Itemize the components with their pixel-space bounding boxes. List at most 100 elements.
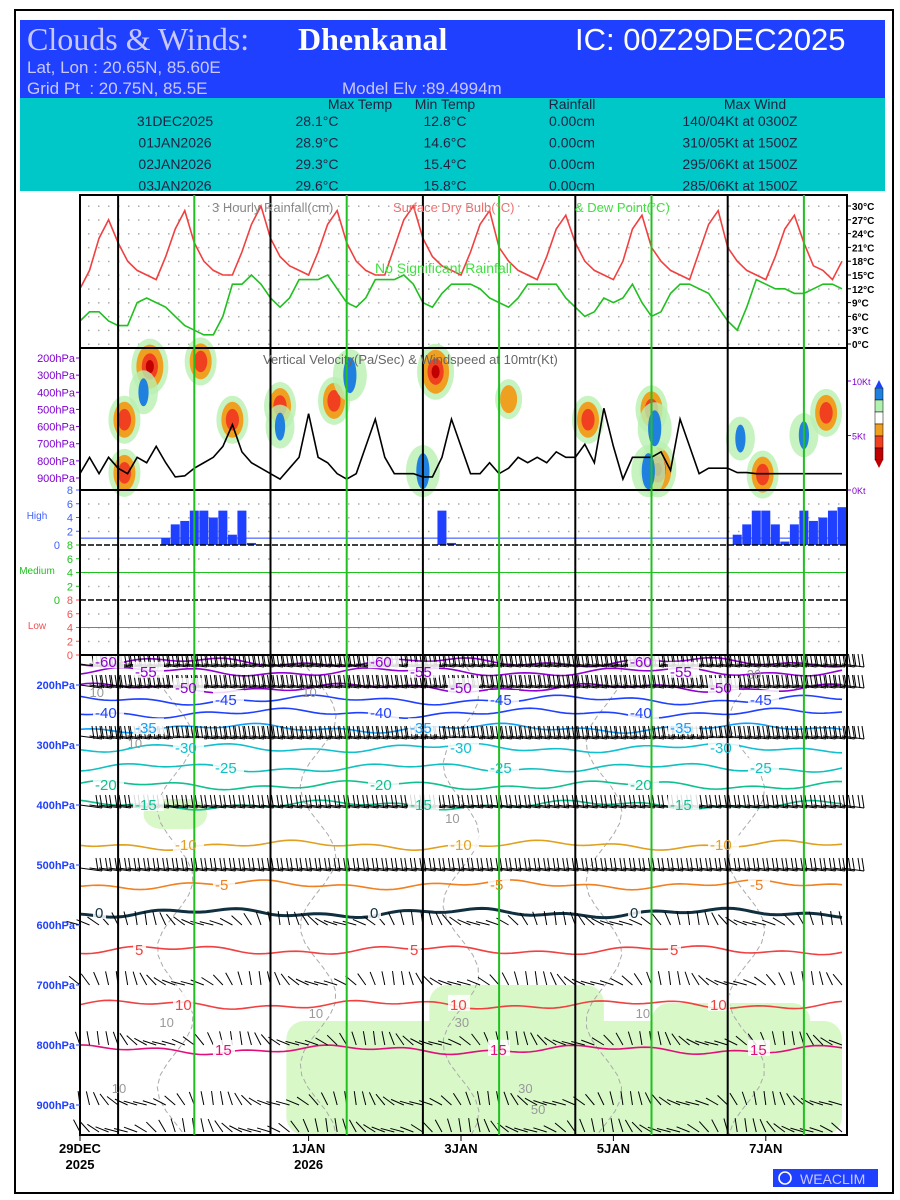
grid-dot (798, 302, 800, 304)
wind-barb (773, 1123, 786, 1133)
grid-dot (388, 343, 390, 345)
grid-dot (388, 503, 390, 505)
wind-barb (752, 1118, 757, 1133)
wind-barb (296, 1096, 309, 1106)
wind-barb (466, 920, 481, 926)
grid-dot (658, 558, 660, 560)
grid-dot (528, 517, 530, 519)
label-bg (448, 835, 479, 852)
grid-dot (108, 585, 110, 588)
rh-contour (299, 666, 337, 1136)
grid-dot (828, 640, 830, 643)
grid-dot (378, 558, 380, 560)
grid-dot (738, 219, 740, 221)
grid-dot (218, 288, 220, 290)
label-bg (708, 678, 739, 694)
grid-dot (358, 233, 360, 235)
grid-dot (108, 205, 110, 207)
grid-dot (568, 315, 570, 318)
grid-dot (578, 315, 580, 318)
grid-dot (198, 558, 200, 560)
grid-dot (288, 315, 290, 318)
grid-dot (328, 558, 330, 560)
grid-dot (298, 517, 300, 519)
wind-barb (618, 920, 633, 926)
wind-barb (664, 912, 672, 926)
grid-dot (548, 274, 550, 276)
grid-dot (618, 205, 620, 207)
grid-dot (178, 517, 180, 519)
grid-dot (568, 302, 570, 304)
wind-barb (523, 1031, 529, 1046)
grid-dot (188, 219, 190, 221)
wind-barb (247, 1128, 262, 1133)
grid-dot (278, 233, 280, 235)
grid-dot (318, 219, 320, 221)
wind-barb (563, 976, 576, 986)
grid-dot (148, 503, 150, 505)
weaclim-badge[interactable]: WEACLIM (773, 1169, 878, 1187)
grid-dot (728, 343, 730, 345)
grid-dot (368, 302, 370, 304)
grid-dot (568, 613, 570, 615)
grid-dot (528, 315, 530, 318)
label-bg (93, 775, 124, 792)
wind-barb (629, 918, 643, 926)
grid-dot (278, 343, 280, 345)
wind-barb (475, 921, 490, 926)
grid-dot (658, 246, 660, 249)
grid-dot (448, 613, 450, 615)
grid-dot (178, 219, 180, 221)
grid-dot (708, 329, 710, 332)
cloud-layer-label: Low (28, 621, 47, 632)
grid-dot (648, 315, 650, 318)
grid-dot (608, 288, 610, 290)
grid-dot (278, 517, 280, 519)
grid-dot (768, 640, 770, 643)
wind-barb (580, 980, 595, 986)
grid-dot (348, 315, 350, 318)
grid-dot (188, 343, 190, 345)
wind-barb (402, 1035, 414, 1046)
grid-dot (98, 585, 100, 588)
grid-dot (528, 219, 530, 221)
grid-dot (478, 503, 480, 505)
grid-dot (378, 343, 380, 345)
wind-barb (553, 911, 557, 926)
grid-dot (748, 288, 750, 290)
grid-dot (378, 260, 380, 263)
cloud-tick-label: 0 (54, 540, 60, 552)
row-max-temp: 29.6°C (296, 178, 339, 194)
grid-dot (728, 288, 730, 290)
wind-barb (812, 1034, 824, 1046)
grid-dot (378, 640, 380, 643)
grid-dot (178, 640, 180, 643)
wind-barb (656, 1128, 671, 1133)
grid-dot (638, 503, 640, 505)
grid-dot (588, 219, 590, 221)
grid-dot (628, 205, 630, 207)
vv-core (327, 390, 341, 412)
grid-dot (398, 288, 400, 290)
wind-barb (772, 917, 786, 926)
cloud-tick-label: 8 (67, 485, 73, 497)
column-header: Max Wind (724, 96, 786, 112)
grid-dot (538, 517, 540, 519)
grid-dot (748, 640, 750, 643)
wind-barb (315, 917, 328, 926)
grid-dot (328, 205, 330, 207)
grid-dot (288, 288, 290, 290)
label-bg (668, 795, 699, 811)
isotherm-label: -5 (490, 877, 503, 894)
grid-dot (488, 585, 490, 588)
grid-dot (288, 274, 290, 276)
grid-dot (128, 274, 130, 276)
grid-dot (258, 558, 260, 560)
grid-dot (388, 315, 390, 318)
isotherm-label: 0 (370, 905, 378, 922)
grid-dot (278, 585, 280, 588)
grid-dot (218, 246, 220, 249)
grid-dot (508, 302, 510, 304)
grid-dot (258, 530, 260, 533)
grid-dot (88, 530, 90, 533)
